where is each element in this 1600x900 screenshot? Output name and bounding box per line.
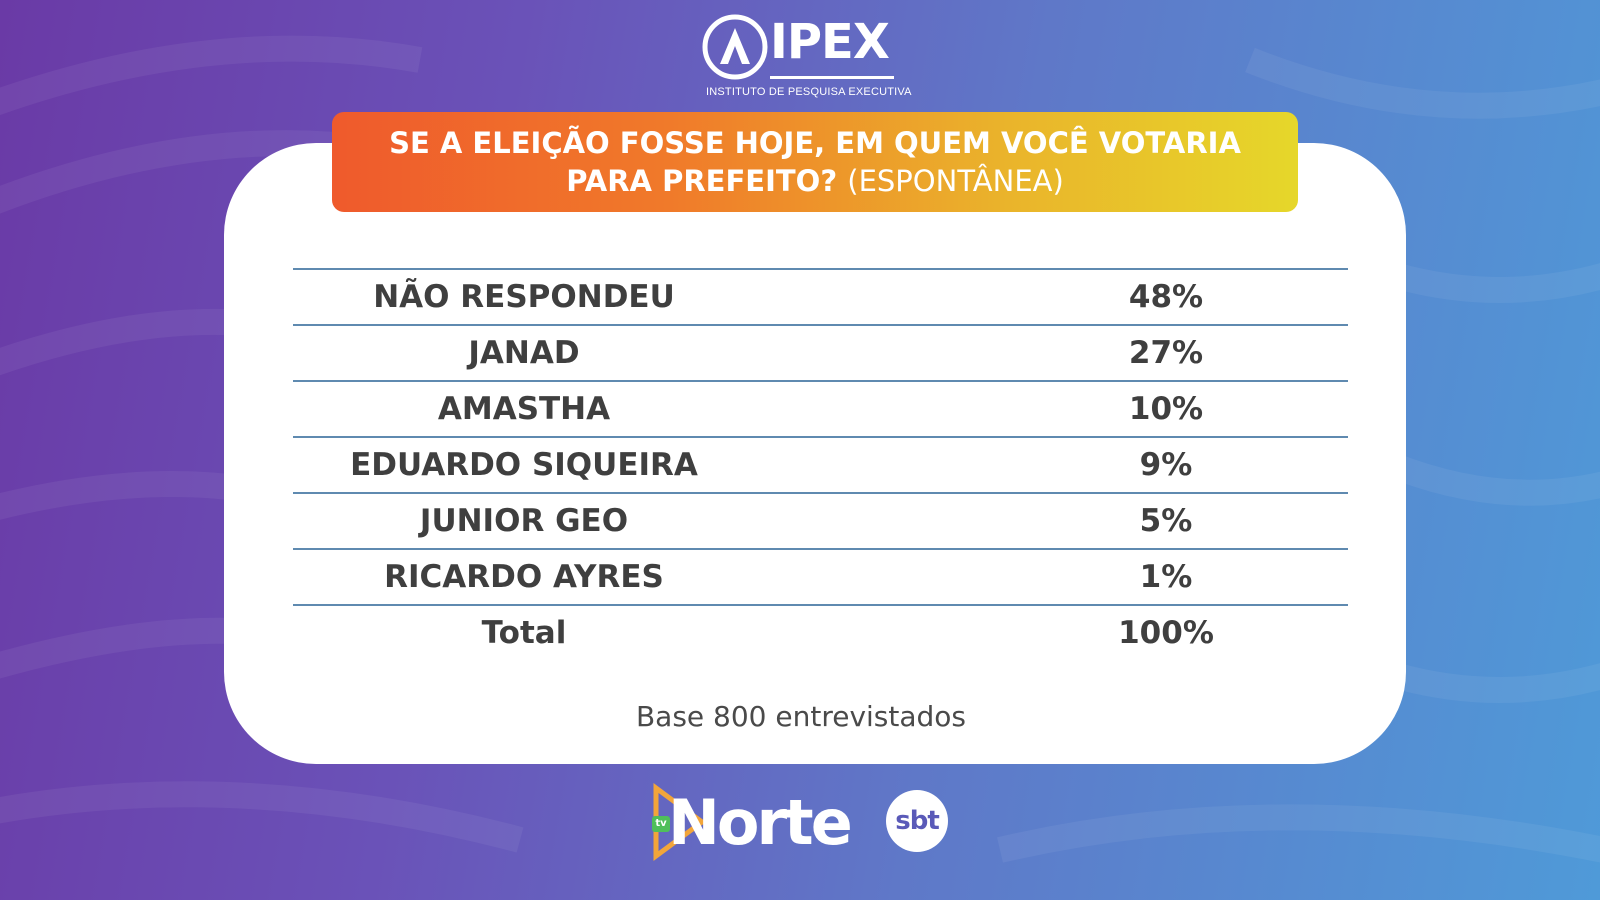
table-row: EDUARDO SIQUEIRA 9% <box>293 436 1348 492</box>
table-row: AMASTHA 10% <box>293 380 1348 436</box>
tv-tag: tv <box>652 816 670 832</box>
candidate-name: EDUARDO SIQUEIRA <box>350 447 698 483</box>
table-row: JANAD 27% <box>293 324 1348 380</box>
sample-base-note: Base 800 entrevistados <box>635 700 967 733</box>
candidate-percent: 10% <box>1128 391 1204 427</box>
candidate-name: NÃO RESPONDEU <box>373 279 675 315</box>
results-card <box>224 143 1406 764</box>
candidate-percent: 48% <box>1128 279 1204 315</box>
candidate-percent: 5% <box>1139 503 1193 539</box>
question-bold: PARA PREFEITO? <box>566 164 838 198</box>
question-qualifier: (ESPONTÂNEA) <box>847 164 1064 198</box>
table-row: RICARDO AYRES 1% <box>293 548 1348 604</box>
tv-norte-logo: tv Norte <box>650 782 853 862</box>
table-row: JUNIOR GEO 5% <box>293 492 1348 548</box>
candidate-percent: 9% <box>1139 447 1193 483</box>
logo-underline <box>770 76 894 79</box>
question-banner: SE A ELEIÇÃO FOSSE HOJE, EM QUEM VOCÊ VO… <box>332 112 1298 212</box>
norte-text: Norte <box>668 786 853 859</box>
results-table: NÃO RESPONDEU 48% JANAD 27% AMASTHA 10% EDUARD… <box>293 268 1348 660</box>
sbt-logo: sbt <box>886 790 948 852</box>
candidate-name: RICARDO AYRES <box>384 559 664 595</box>
total-label: Total <box>481 615 567 651</box>
ipex-logo-mark <box>702 14 768 80</box>
total-row: Total 100% <box>293 604 1348 660</box>
question-line-1: SE A ELEIÇÃO FOSSE HOJE, EM QUEM VOCÊ VO… <box>389 126 1241 160</box>
total-value: 100% <box>1118 615 1214 651</box>
candidate-name: JANAD <box>468 335 580 371</box>
ipex-logo: IPEX INSTITUTO DE PESQUISA EXECUTIVA <box>700 10 911 102</box>
candidate-name: AMASTHA <box>437 391 611 427</box>
candidate-percent: 27% <box>1128 335 1204 371</box>
ipex-logo-subtitle: INSTITUTO DE PESQUISA EXECUTIVA <box>706 86 912 98</box>
candidate-name: JUNIOR GEO <box>419 503 629 539</box>
candidate-percent: 1% <box>1139 559 1193 595</box>
ipex-logo-text: IPEX <box>770 14 890 70</box>
table-row: NÃO RESPONDEU 48% <box>293 268 1348 324</box>
question-line-2: PARA PREFEITO? (ESPONTÂNEA) <box>332 162 1298 200</box>
